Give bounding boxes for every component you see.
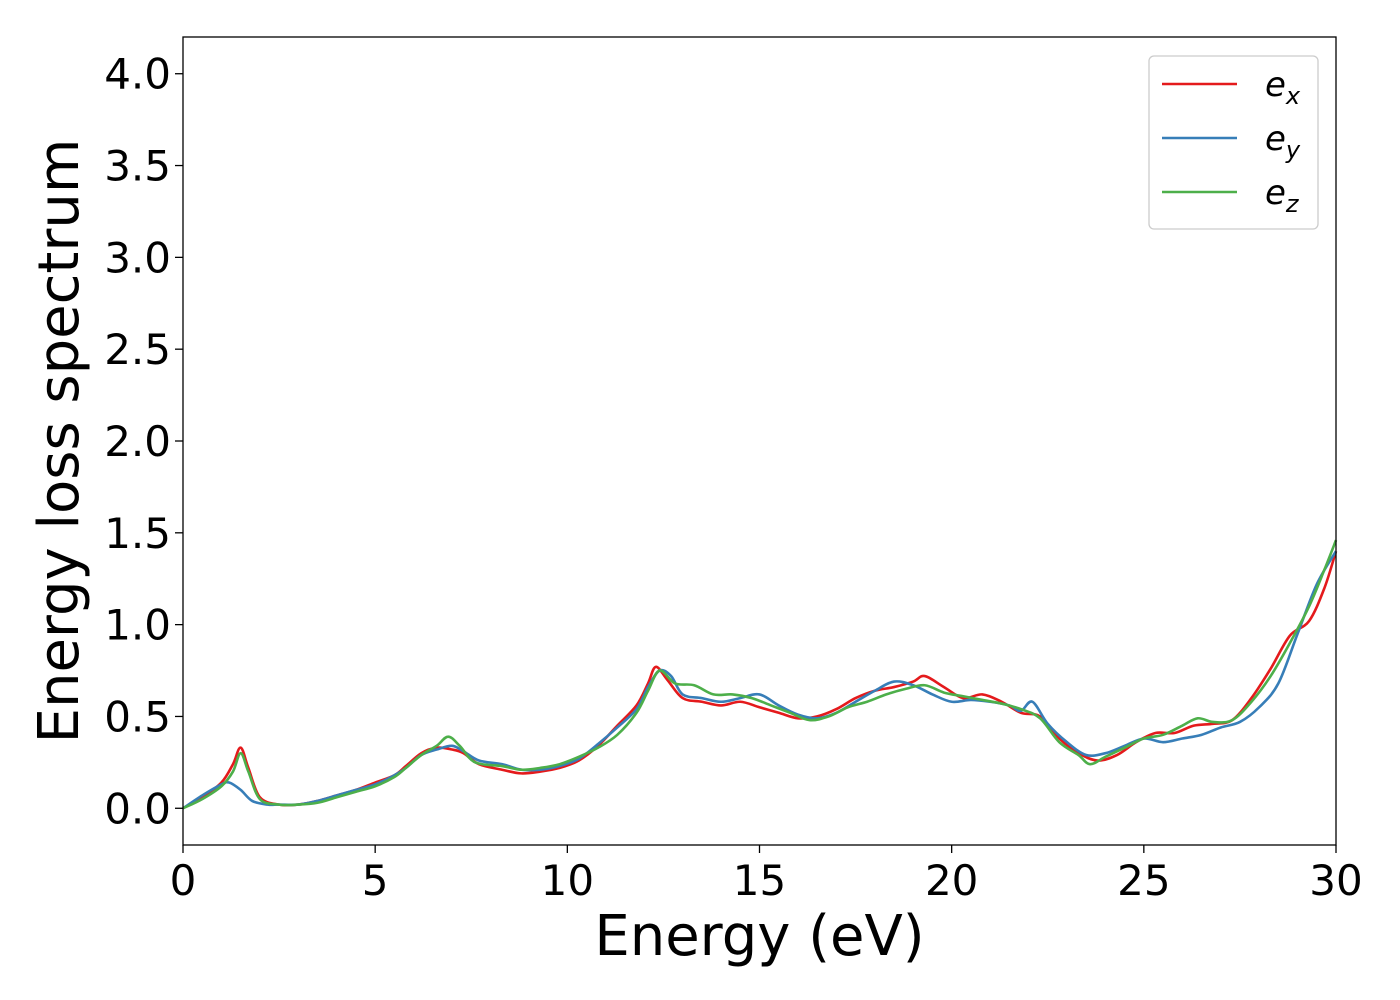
x-tick-label: 10 — [541, 856, 594, 905]
legend-label-z: ez — [1265, 173, 1300, 218]
legend-box — [1148, 55, 1319, 230]
y-tick-label: 0.0 — [104, 784, 171, 833]
y-axis-title: Energy loss spectrum — [27, 139, 92, 744]
y-tick-label: 0.5 — [104, 692, 171, 741]
x-tick-label: 20 — [925, 856, 978, 905]
y-tick-label: 2.0 — [104, 417, 171, 466]
legend-label-y: ey — [1265, 119, 1301, 164]
series-line-z — [182, 539, 1338, 810]
x-tick-label: 30 — [1309, 856, 1362, 905]
x-axis-title: Energy (eV) — [594, 904, 924, 969]
plot-area-frame — [182, 36, 1337, 846]
y-tick-label: 3.0 — [104, 233, 171, 282]
y-tick-label: 1.0 — [104, 601, 171, 650]
y-tick-label: 1.5 — [104, 509, 171, 558]
series-line-x — [182, 550, 1338, 810]
x-tick-label: 15 — [733, 856, 786, 905]
x-tick-label: 25 — [1117, 856, 1170, 905]
x-tick-label: 5 — [362, 856, 389, 905]
series-line-y — [182, 550, 1338, 810]
legend-label-x: ex — [1265, 65, 1301, 110]
y-tick-label: 3.5 — [104, 142, 171, 191]
x-tick-label: 0 — [170, 856, 197, 905]
legend: ex ey ez — [1148, 55, 1319, 230]
y-tick-label: 4.0 — [104, 50, 171, 99]
y-tick-label: 2.5 — [104, 325, 171, 374]
